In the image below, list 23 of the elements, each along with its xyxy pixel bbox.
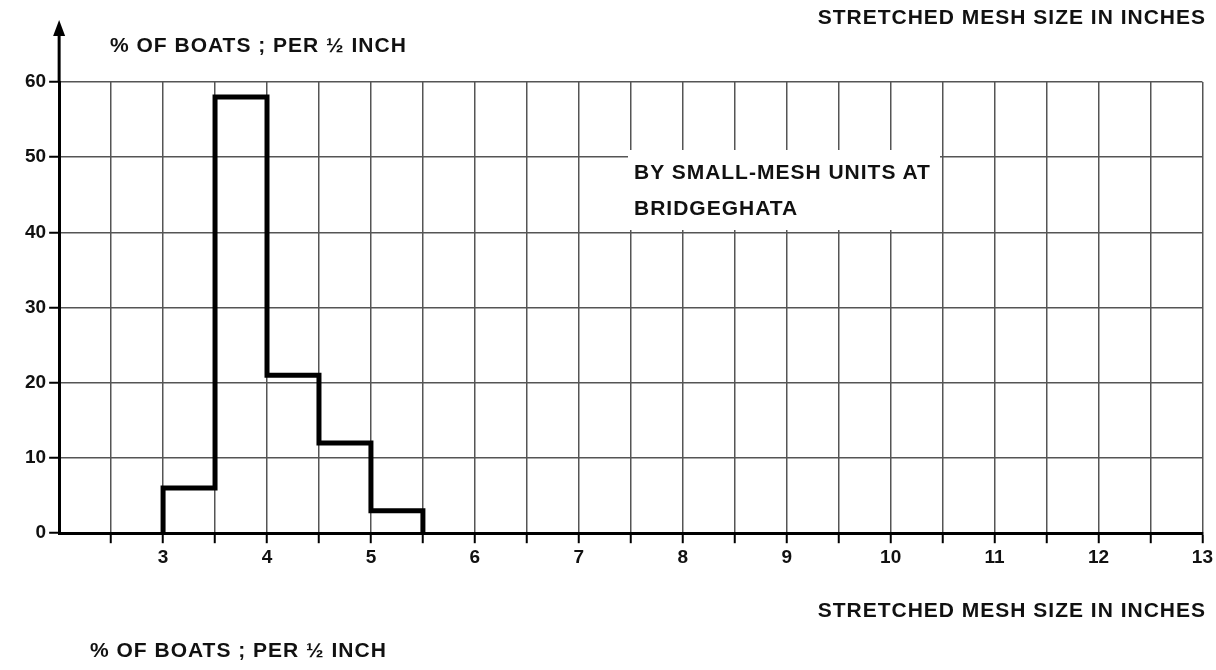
x-tick-label: 11 — [984, 545, 1006, 567]
y-tick-label: 50 — [24, 145, 47, 167]
x-tick-label: 6 — [469, 545, 481, 567]
y-tick-label: 30 — [24, 295, 47, 317]
y-tick-label: 10 — [24, 446, 47, 468]
y-tick-label: 60 — [24, 70, 47, 92]
y-tick-label: 20 — [24, 371, 47, 393]
x-tick-label: 13 — [1191, 545, 1213, 567]
y-tick-label: 0 — [35, 521, 47, 543]
y-axis-title: % OF BOATS ; PER ½ INCH — [110, 32, 407, 58]
x-tick-label: 9 — [781, 545, 792, 567]
annotation: BY SMALL-MESH UNITS AT BRIDGEGHATA — [628, 150, 940, 230]
y-tick-label: 40 — [24, 220, 47, 242]
x-tick-label: 4 — [261, 545, 273, 567]
x-tick-label: 5 — [365, 545, 377, 567]
x-tick-label: 3 — [157, 545, 169, 567]
x-tick-label: 8 — [677, 545, 689, 567]
x-tick-label: 7 — [573, 545, 585, 567]
text: STRETCHED MESH SIZE IN INCHES — [816, 4, 1206, 30]
text: % OF BOATS ; PER ½ INCH — [90, 637, 387, 663]
x-tick-label: 12 — [1087, 545, 1110, 567]
x-axis-title: STRETCHED MESH SIZE IN INCHES — [816, 597, 1206, 623]
x-tick-label: 10 — [880, 545, 902, 567]
